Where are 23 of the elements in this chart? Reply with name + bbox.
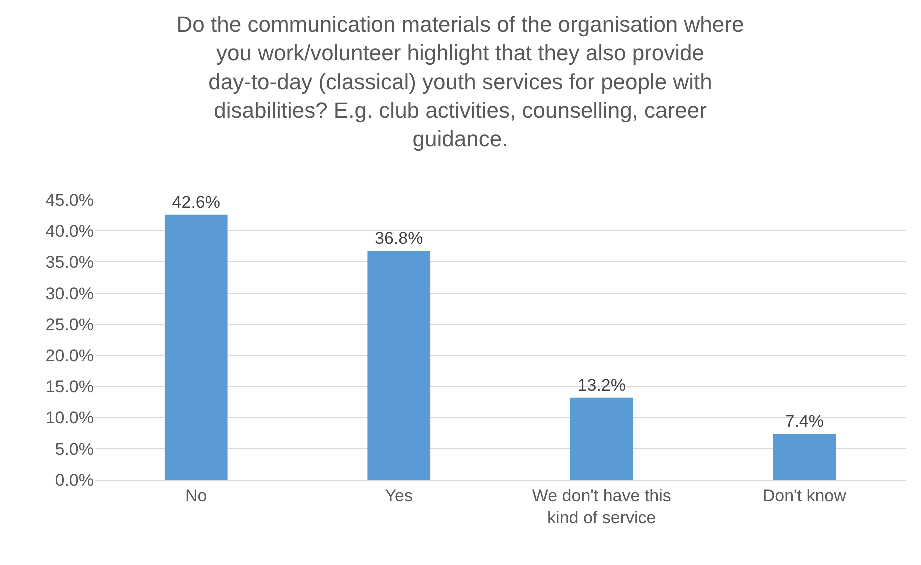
- data-label: 42.6%: [172, 192, 220, 212]
- x-tick-label: We don't have this kind of service: [532, 486, 672, 528]
- y-tick-label: 45.0%: [46, 190, 94, 210]
- x-tick-label: Yes: [385, 486, 413, 506]
- x-tick-label: Don't know: [762, 486, 848, 506]
- data-label: 7.4%: [785, 412, 824, 431]
- data-label: 36.8%: [375, 229, 424, 248]
- y-tick-label: 10.0%: [46, 408, 94, 428]
- y-tick-label: 40.0%: [46, 222, 94, 242]
- chart-title: Do the communication materials of the organisation where you work/volunteer highlight that they also provide day-to-day (classical) youth services for people with disabilities? E.g. club activities, counselling, career guidance.: [176, 12, 744, 152]
- bar: [164, 214, 228, 480]
- y-tick-label: 35.0%: [46, 253, 94, 272]
- data-label: 13.2%: [578, 376, 626, 395]
- y-tick-label: 30.0%: [46, 284, 94, 304]
- bar: [773, 434, 836, 480]
- y-tick-label: 0.0%: [55, 470, 94, 490]
- y-tick-label: 5.0%: [55, 440, 94, 459]
- y-tick-label: 20.0%: [46, 346, 94, 366]
- bar: [368, 251, 431, 480]
- y-tick-label: 25.0%: [46, 315, 94, 334]
- y-tick-label: 15.0%: [46, 378, 94, 397]
- x-tick-label: No: [186, 486, 208, 506]
- bar: [570, 398, 634, 480]
